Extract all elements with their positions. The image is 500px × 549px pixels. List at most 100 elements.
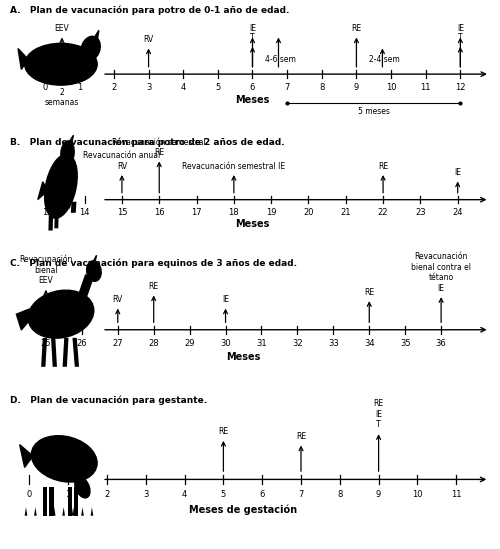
Polygon shape <box>72 338 79 367</box>
Polygon shape <box>62 507 65 516</box>
Polygon shape <box>53 507 56 516</box>
Text: 4: 4 <box>182 490 187 499</box>
Polygon shape <box>74 488 78 516</box>
Polygon shape <box>78 450 90 479</box>
Polygon shape <box>81 507 84 516</box>
Polygon shape <box>54 204 59 228</box>
Text: Meses: Meses <box>226 351 260 362</box>
Text: 1: 1 <box>76 83 82 92</box>
Text: 26: 26 <box>76 339 87 348</box>
Text: Meses de gestación: Meses de gestación <box>188 505 297 516</box>
Text: 36: 36 <box>436 339 446 348</box>
Text: EEV: EEV <box>54 24 70 33</box>
Text: C.   Plan de vacunación para equinos de 3 años de edad.: C. Plan de vacunación para equinos de 3 … <box>10 258 297 268</box>
Text: 20: 20 <box>303 208 314 217</box>
Polygon shape <box>51 338 57 367</box>
Text: RV: RV <box>112 295 123 304</box>
Ellipse shape <box>61 141 74 165</box>
Text: 12: 12 <box>455 83 466 92</box>
Polygon shape <box>18 48 28 70</box>
Text: B.   Plan de vacunación para potro de 2 años de edad.: B. Plan de vacunación para potro de 2 añ… <box>10 137 284 147</box>
Text: 5: 5 <box>221 490 226 499</box>
Text: RE: RE <box>352 24 362 33</box>
Text: 7: 7 <box>298 490 304 499</box>
Text: 10: 10 <box>412 490 422 499</box>
Text: RE
IE
T: RE IE T <box>374 400 384 429</box>
Polygon shape <box>50 488 54 516</box>
Ellipse shape <box>81 36 100 61</box>
Ellipse shape <box>74 477 90 498</box>
Polygon shape <box>24 507 28 516</box>
Text: 8: 8 <box>337 490 342 499</box>
Polygon shape <box>90 507 93 516</box>
Text: D.   Plan de vacunación para gestante.: D. Plan de vacunación para gestante. <box>10 396 207 405</box>
Text: 5: 5 <box>215 83 220 92</box>
Text: RE: RE <box>218 427 228 436</box>
Polygon shape <box>51 72 58 82</box>
Text: 23: 23 <box>415 208 426 217</box>
Text: 3: 3 <box>146 83 152 92</box>
Text: Meses: Meses <box>236 95 270 105</box>
Polygon shape <box>68 72 74 82</box>
Text: IE: IE <box>457 24 464 33</box>
Text: 21: 21 <box>340 208 351 217</box>
Text: T: T <box>458 33 462 42</box>
Text: 2: 2 <box>112 83 116 92</box>
Polygon shape <box>62 338 68 367</box>
Text: 25: 25 <box>40 339 51 348</box>
Text: 4-6 sem: 4-6 sem <box>264 55 296 64</box>
Text: 7: 7 <box>284 83 290 92</box>
Text: 15: 15 <box>116 208 127 217</box>
Text: 35: 35 <box>400 339 410 348</box>
Text: 6: 6 <box>250 83 255 92</box>
Polygon shape <box>69 135 73 144</box>
Text: 9: 9 <box>354 83 359 92</box>
Text: 2
semanas: 2 semanas <box>45 88 79 107</box>
Polygon shape <box>44 507 46 516</box>
Text: 17: 17 <box>191 208 202 217</box>
Text: 1: 1 <box>66 490 71 499</box>
Text: 9: 9 <box>376 490 381 499</box>
Polygon shape <box>34 507 36 516</box>
Text: 16: 16 <box>154 208 164 217</box>
Text: Revacunación anual
RV: Revacunación anual RV <box>84 151 160 171</box>
Text: IE: IE <box>222 295 229 304</box>
Text: 13: 13 <box>42 208 52 217</box>
Text: 0: 0 <box>42 83 48 92</box>
Text: RE: RE <box>296 432 306 441</box>
Text: 29: 29 <box>184 339 195 348</box>
Text: 22: 22 <box>378 208 388 217</box>
Text: Meses: Meses <box>236 219 270 229</box>
Text: IE: IE <box>454 168 461 177</box>
Ellipse shape <box>44 154 77 218</box>
Text: 34: 34 <box>364 339 374 348</box>
Text: 31: 31 <box>256 339 267 348</box>
Text: T: T <box>250 33 255 42</box>
Polygon shape <box>38 182 48 199</box>
Text: IE: IE <box>249 24 256 33</box>
Text: A.   Plan de vacunación para potro de 0-1 año de edad.: A. Plan de vacunación para potro de 0-1 … <box>10 5 289 15</box>
Text: 32: 32 <box>292 339 302 348</box>
Text: Revacunación
bienal
EEV: Revacunación bienal EEV <box>19 255 72 285</box>
Text: 0: 0 <box>27 490 32 499</box>
Polygon shape <box>71 201 76 213</box>
Text: Revacunación semestral
RE: Revacunación semestral RE <box>112 138 206 157</box>
Text: RE: RE <box>378 161 388 171</box>
Polygon shape <box>16 309 30 330</box>
Text: 11: 11 <box>420 83 431 92</box>
Ellipse shape <box>24 43 97 85</box>
Text: 2-4 sem: 2-4 sem <box>368 55 400 64</box>
Polygon shape <box>20 445 33 467</box>
Text: RE: RE <box>364 288 374 296</box>
Ellipse shape <box>32 436 97 482</box>
Polygon shape <box>48 206 54 231</box>
Text: 14: 14 <box>80 208 90 217</box>
Polygon shape <box>72 507 74 516</box>
Text: Revacunación
bienal contra el
tétano
IE: Revacunación bienal contra el tétano IE <box>411 253 471 293</box>
Text: 30: 30 <box>220 339 231 348</box>
Polygon shape <box>43 488 47 516</box>
Text: 18: 18 <box>228 208 239 217</box>
Text: 11: 11 <box>451 490 462 499</box>
Polygon shape <box>96 30 99 41</box>
Ellipse shape <box>86 261 101 281</box>
